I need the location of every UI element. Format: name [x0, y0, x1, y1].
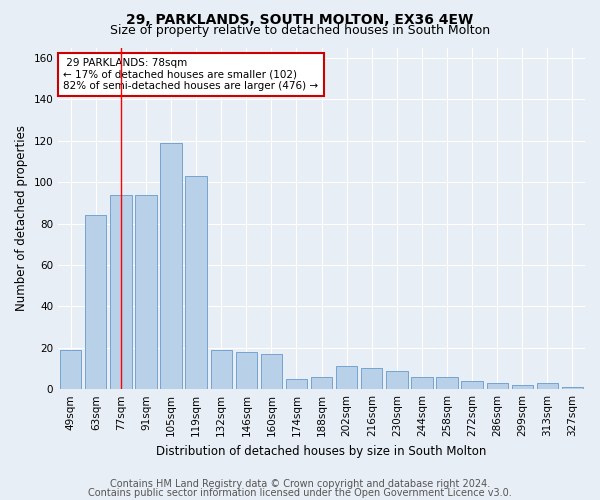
Bar	[411, 377, 433, 389]
Bar	[512, 385, 533, 389]
Bar	[386, 370, 407, 389]
Bar	[136, 194, 157, 389]
Bar	[336, 366, 358, 389]
Text: 29, PARKLANDS, SOUTH MOLTON, EX36 4EW: 29, PARKLANDS, SOUTH MOLTON, EX36 4EW	[127, 12, 473, 26]
Y-axis label: Number of detached properties: Number of detached properties	[15, 126, 28, 312]
Bar	[562, 387, 583, 389]
Bar	[537, 383, 558, 389]
Bar	[60, 350, 82, 389]
Bar	[160, 143, 182, 389]
Text: Size of property relative to detached houses in South Molton: Size of property relative to detached ho…	[110, 24, 490, 37]
Bar	[311, 377, 332, 389]
Bar	[261, 354, 282, 389]
X-axis label: Distribution of detached houses by size in South Molton: Distribution of detached houses by size …	[157, 444, 487, 458]
Bar	[286, 379, 307, 389]
Bar	[110, 194, 131, 389]
Bar	[211, 350, 232, 389]
Bar	[436, 377, 458, 389]
Text: 29 PARKLANDS: 78sqm
← 17% of detached houses are smaller (102)
82% of semi-detac: 29 PARKLANDS: 78sqm ← 17% of detached ho…	[64, 58, 319, 91]
Bar	[487, 383, 508, 389]
Bar	[85, 215, 106, 389]
Bar	[361, 368, 382, 389]
Text: Contains public sector information licensed under the Open Government Licence v3: Contains public sector information licen…	[88, 488, 512, 498]
Text: Contains HM Land Registry data © Crown copyright and database right 2024.: Contains HM Land Registry data © Crown c…	[110, 479, 490, 489]
Bar	[461, 381, 483, 389]
Bar	[185, 176, 207, 389]
Bar	[236, 352, 257, 389]
